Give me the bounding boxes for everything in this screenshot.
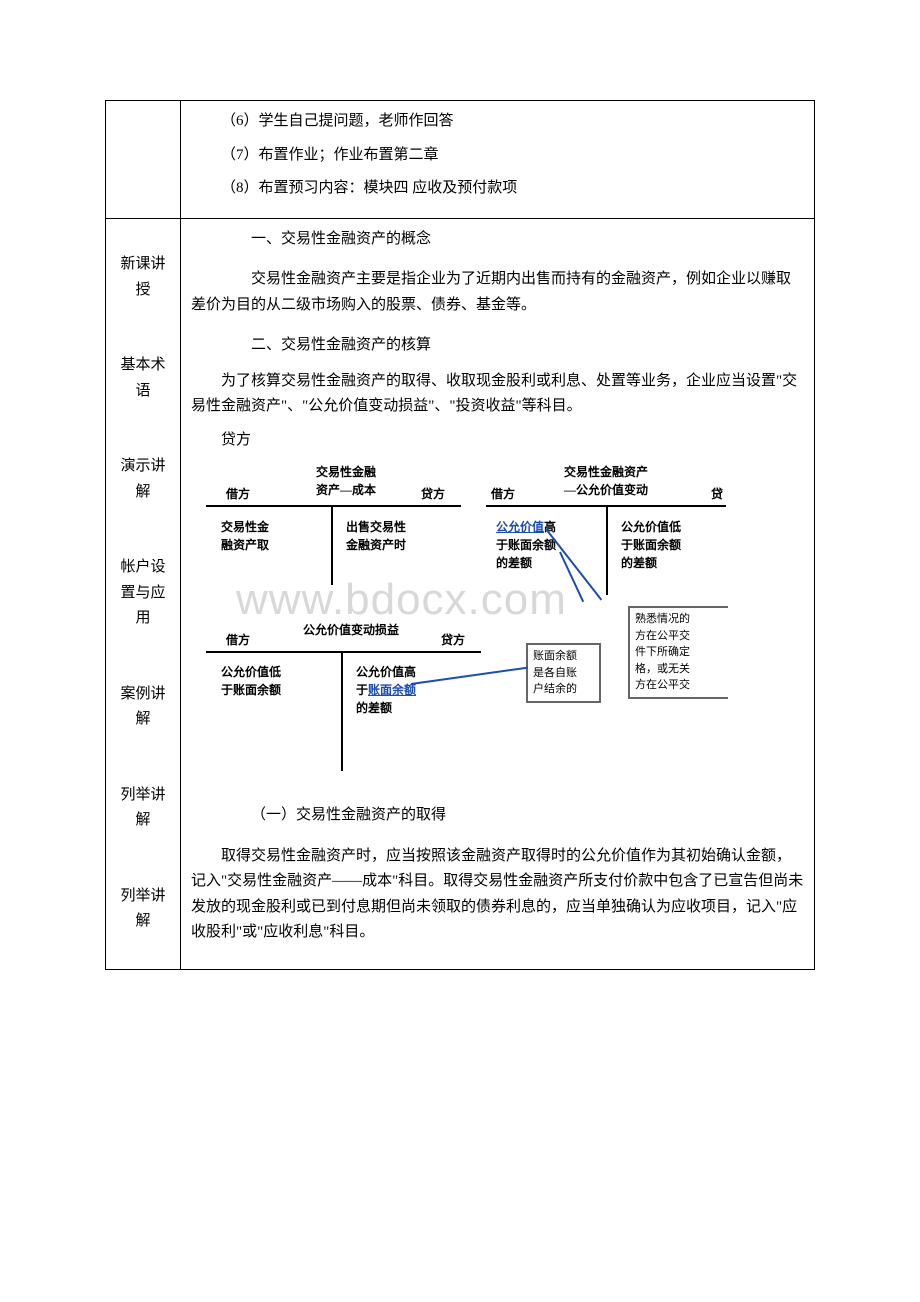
left-labels: 新课讲授 基本术语 演示讲解 帐户设置与应用 案例讲解 列举讲解 列举讲解 <box>114 227 172 960</box>
t2-vline <box>606 505 608 595</box>
section3-title: （一）交易性金融资产的取得 <box>191 803 804 829</box>
t1-vline <box>331 505 333 585</box>
t2-jiefang: 借方 <box>491 485 515 503</box>
t-account-diagram: www.bdocx.com 交易性金融 资产—成本 借方 贷方 交易性金 融资产… <box>196 463 721 793</box>
t2-right-text: 公允价值低 于账面余额 的差额 <box>621 518 681 572</box>
section1-title: 一、交易性金融资产的概念 <box>191 227 804 253</box>
callout-box-2: 熟悉情况的 方在公平交 件下所确定 格，或无关 方在公平交 <box>628 606 728 699</box>
section2-title: 二、交易性金融资产的核算 <box>191 333 804 359</box>
line-8: （8）布置预习内容：模块四 应收及预付款项 <box>191 176 804 202</box>
table-row-header: （6）学生自己提问题，老师作回答 （7）布置作业；作业布置第二章 （8）布置预习… <box>106 101 815 219</box>
row2-label-cell: 新课讲授 基本术语 演示讲解 帐户设置与应用 案例讲解 列举讲解 列举讲解 <box>106 218 181 969</box>
t2-daifang-partial: 贷 <box>711 485 723 503</box>
label-case: 案例讲解 <box>114 682 172 733</box>
t2-title: 交易性金融资产 —公允价值变动 <box>541 463 671 499</box>
label-account: 帐户设置与应用 <box>114 555 172 632</box>
callout-box-1: 账面余额 是各自账 户结余的 <box>526 643 601 703</box>
label-terms: 基本术语 <box>114 353 172 404</box>
t2-left-text: 公允价值高 于账面余额 的差额 <box>496 518 556 572</box>
t3-daifang: 贷方 <box>441 631 465 649</box>
section1-text: 交易性金融资产主要是指企业为了近期内出售而持有的金融资产，例如企业以赚取差价为目… <box>191 267 804 318</box>
row2-content-cell: 一、交易性金融资产的概念 交易性金融资产主要是指企业为了近期内出售而持有的金融资… <box>181 218 815 969</box>
connector-line-1 <box>411 667 528 685</box>
row1-content-cell: （6）学生自己提问题，老师作回答 （7）布置作业；作业布置第二章 （8）布置预习… <box>181 101 815 219</box>
t1-left-text: 交易性金 融资产取 <box>221 518 269 554</box>
line-6: （6）学生自己提问题，老师作回答 <box>191 109 804 135</box>
row1-label-cell <box>106 101 181 219</box>
label-demo: 演示讲解 <box>114 454 172 505</box>
label-example2: 列举讲解 <box>114 884 172 935</box>
t3-left-text: 公允价值低 于账面余额 <box>221 663 281 699</box>
daifang-label: 贷方 <box>191 428 804 454</box>
label-example1: 列举讲解 <box>114 783 172 834</box>
t1-daifang: 贷方 <box>421 485 445 503</box>
section2-text: 为了核算交易性金融资产的取得、收取现金股利或利息、处置等业务，企业应当设置"交易… <box>191 369 804 420</box>
lesson-plan-table: （6）学生自己提问题，老师作回答 （7）布置作业；作业布置第二章 （8）布置预习… <box>105 100 815 970</box>
t3-vline <box>341 651 343 771</box>
t1-jiefang: 借方 <box>226 485 250 503</box>
t1-right-text: 出售交易性 金融资产时 <box>346 518 406 554</box>
line-7: （7）布置作业；作业布置第二章 <box>191 143 804 169</box>
t1-hline <box>206 505 461 507</box>
t3-jiefang: 借方 <box>226 631 250 649</box>
section3-text: 取得交易性金融资产时，应当按照该金融资产取得时的公允价值作为其初始确认金额，记入… <box>191 844 804 946</box>
table-row-main: 新课讲授 基本术语 演示讲解 帐户设置与应用 案例讲解 列举讲解 列举讲解 一、… <box>106 218 815 969</box>
label-newlesson: 新课讲授 <box>114 252 172 303</box>
t3-title: 公允价值变动损益 <box>291 621 411 639</box>
t3-right-text: 公允价值高 于账面余额 的差额 <box>356 663 416 717</box>
t1-title: 交易性金融 资产—成本 <box>301 463 391 499</box>
t3-hline <box>206 651 481 653</box>
